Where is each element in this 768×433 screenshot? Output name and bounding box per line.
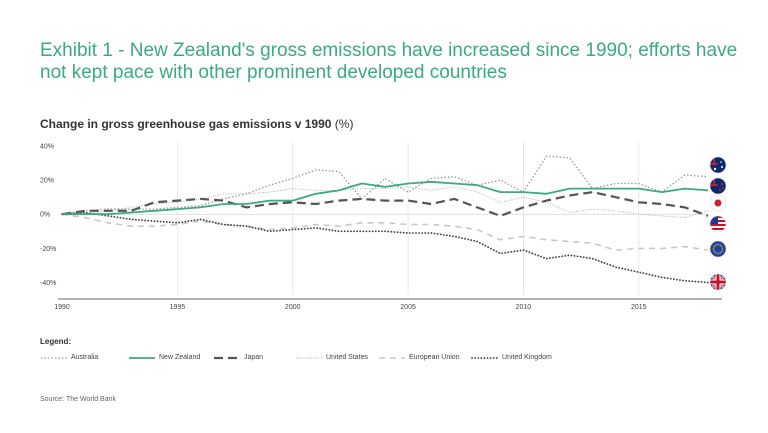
gridlines <box>176 142 640 295</box>
australia-flag-icon <box>709 156 727 174</box>
x-tick-label: 1990 <box>54 304 70 311</box>
y-tick-label: 20% <box>40 178 54 185</box>
legend-heading: Legend: <box>40 337 72 346</box>
exhibit-title: Exhibit 1 - New Zealand's gross emission… <box>40 40 738 83</box>
x-tick-label: 2005 <box>400 304 416 311</box>
japan-flag-icon <box>709 194 727 212</box>
legend-swatch <box>296 357 322 358</box>
chart-subtitle-text: Change in gross greenhouse gas emissions… <box>40 117 332 131</box>
legend-swatch <box>471 356 499 359</box>
legend-label: European Union <box>409 354 460 361</box>
series-line-japan <box>61 191 709 217</box>
source-note: Source: The World Bank <box>40 396 117 403</box>
chart-subtitle: Change in gross greenhouse gas emissions… <box>40 117 353 131</box>
x-tick-label: 2015 <box>631 304 647 311</box>
legend-swatch <box>129 356 155 359</box>
legend-swatch <box>214 356 240 359</box>
legend-item-new-zealand: New Zealand <box>128 354 200 361</box>
legend-item-australia: Australia <box>40 354 98 361</box>
legend-label: Australia <box>71 354 99 361</box>
new-zealand-flag-icon <box>709 177 727 195</box>
series-line-new-zealand <box>62 180 709 216</box>
series-line-australia <box>61 155 709 215</box>
legend-label: New Zealand <box>159 354 201 361</box>
legend-label: Japan <box>244 354 264 361</box>
x-tick-label: 1995 <box>170 304 186 311</box>
series-line-united-kingdom <box>61 211 709 284</box>
legend-item-united-kingdom: United Kingdom <box>471 354 552 361</box>
legend-item-united-states: United States <box>295 354 368 361</box>
x-tick-label: 2010 <box>516 304 532 311</box>
legend-swatch <box>379 356 405 359</box>
chart-subtitle-unit: (%) <box>334 117 354 131</box>
legend-item-japan: Japan <box>213 354 263 361</box>
y-tick-label: 40% <box>40 144 54 151</box>
y-tick-label: 0% <box>40 212 50 219</box>
legend-item-european-union: European Union <box>378 354 460 361</box>
y-tick-label: -40% <box>40 280 56 287</box>
legend-label: United Kingdom <box>502 354 552 361</box>
series-line-european-union <box>61 213 709 251</box>
legend-label: United States <box>326 354 369 361</box>
series-line-united-states <box>62 186 709 219</box>
y-tick-label: -20% <box>40 246 56 253</box>
united-kingdom-flag-icon <box>709 273 727 291</box>
european-union-flag-icon <box>709 240 727 258</box>
x-tick-label: 2000 <box>285 304 301 311</box>
legend-swatch <box>41 356 67 359</box>
united-states-flag-icon <box>709 215 727 233</box>
